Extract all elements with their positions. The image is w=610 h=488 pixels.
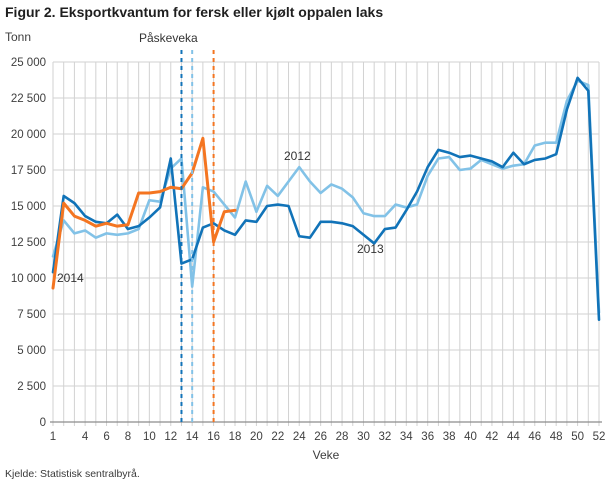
x-tick-label: 52 — [593, 431, 606, 443]
x-tick-label: 34 — [400, 431, 413, 443]
x-tick-label: 32 — [378, 431, 391, 443]
annotation-series-2013: 2013 — [357, 242, 384, 256]
y-tick-label: 0 — [40, 417, 46, 429]
series-2012-line — [51, 79, 601, 314]
y-tick-label: 10 000 — [11, 273, 46, 285]
x-tick-label: 28 — [336, 431, 349, 443]
x-axis-title: Veke — [312, 448, 340, 462]
x-tick-label: 50 — [571, 431, 584, 443]
y-tick-label: 7 500 — [17, 309, 46, 321]
x-tick-label: 46 — [528, 431, 541, 443]
x-tick-label: 18 — [229, 431, 242, 443]
x-tick-label: 10 — [143, 431, 156, 443]
x-tick-label: 44 — [507, 431, 520, 443]
x-tick-label: 38 — [443, 431, 456, 443]
x-tick-label: 36 — [421, 431, 434, 443]
x-tick-label: 22 — [271, 431, 284, 443]
annotation-easter-week: Påskeveka — [139, 31, 198, 45]
x-tick-label: 12 — [164, 431, 177, 443]
y-tick-label: 5 000 — [17, 345, 46, 357]
figure-title: Figur 2. Eksportkvantum for fersk eller … — [5, 4, 384, 20]
y-tick-label: 12 500 — [11, 237, 46, 249]
x-tick-label: 24 — [293, 431, 306, 443]
y-tick-label: 20 000 — [11, 129, 46, 141]
source-note: Kjelde: Statistisk sentralbyrå. — [5, 468, 140, 480]
y-tick-label: 15 000 — [11, 201, 46, 213]
x-tick-label: 8 — [125, 431, 131, 443]
y-tick-label: 17 500 — [11, 165, 46, 177]
line-chart-canvas: 0 2 500 5 000 7 500 10 000 12 500 15 000 17 500… — [11, 50, 606, 443]
x-tick-label: 40 — [464, 431, 477, 443]
y-tick-label: 2 500 — [17, 381, 46, 393]
x-tick-label: 26 — [314, 431, 327, 443]
annotation-series-2012: 2012 — [284, 149, 311, 163]
annotation-series-2014: 2014 — [57, 271, 84, 285]
x-tick-label: 6 — [103, 431, 109, 443]
series-2014-line — [51, 136, 237, 290]
x-tick-label: 30 — [357, 431, 370, 443]
x-tick-label: 1 — [50, 431, 56, 443]
x-tick-label: 20 — [250, 431, 263, 443]
x-tick-label: 16 — [207, 431, 220, 443]
y-axis-unit-label: Tonn — [5, 30, 32, 44]
x-tick-label: 14 — [186, 431, 199, 443]
x-tick-label: 4 — [82, 431, 89, 443]
x-tick-label: 42 — [486, 431, 499, 443]
y-tick-label: 22 500 — [11, 93, 46, 105]
series-2013-line — [51, 76, 601, 322]
y-tick-label: 25 000 — [11, 57, 46, 69]
x-tick-label: 48 — [550, 431, 563, 443]
